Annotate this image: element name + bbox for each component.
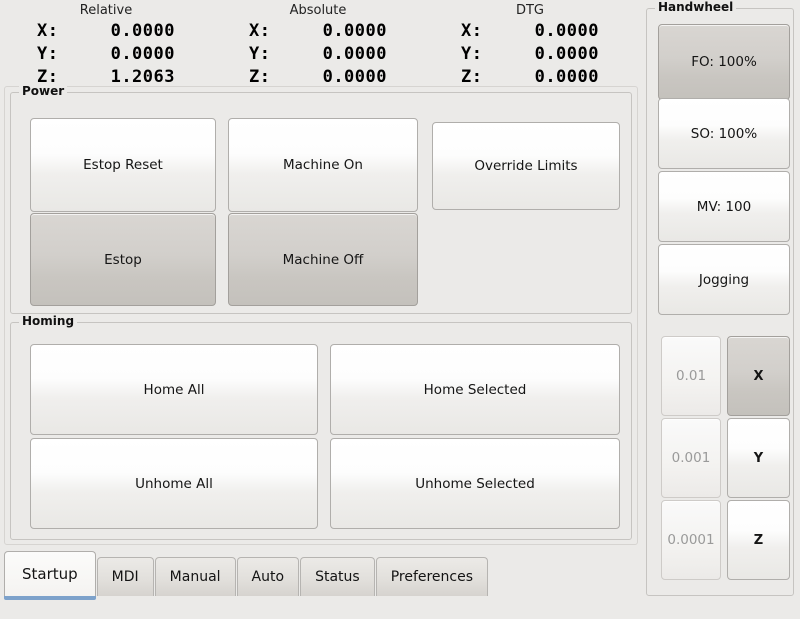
machine-on-label: Machine On [283,157,363,173]
override-limits-button[interactable]: Override Limits [432,122,620,210]
handwheel-group: Handwheel [646,0,794,596]
axis-select-button-x[interactable]: X [727,336,790,416]
dro-axis-value: 0.0000 [322,44,387,64]
tab-mdi[interactable]: MDI [96,557,154,596]
estop-reset-button[interactable]: Estop Reset [30,118,216,212]
dro-row-y: Y: 0.0000 [37,43,175,66]
dro-column-relative: Relative X: 0.0000 Y: 0.0000 Z: 1.2063 [0,0,212,88]
spindle-override-button[interactable]: SO: 100% [658,98,790,169]
axis-select-button-y[interactable]: Y [727,418,790,498]
dro-axis-label: X: [249,21,271,41]
tab-manual[interactable]: Manual [154,557,236,596]
dro-axis-label: Y: [249,44,271,64]
tab-label: MDI [111,569,139,585]
dro-axis-value: 0.0000 [322,67,387,87]
home-all-label: Home All [143,381,205,398]
dro-column-title: DTG [515,3,545,18]
dro-axis-value: 1.2063 [110,67,175,87]
max-velocity-label: MV: 100 [696,198,752,215]
dro-row-z: Z: 0.0000 [249,66,387,89]
dro-axis-label: Z: [249,67,271,87]
tab-label: Auto [251,569,285,585]
jogging-mode-button[interactable]: Jogging [658,244,790,315]
estop-label: Estop [104,251,142,268]
feed-override-button[interactable]: FO: 100% [658,24,790,100]
machine-off-label: Machine Off [282,251,364,268]
power-group: Power [10,84,632,314]
dro-axis-label: Y: [461,44,483,64]
dro-row-x: X: 0.0000 [37,20,175,43]
axis-select-button-z[interactable]: Z [727,500,790,580]
home-all-button[interactable]: Home All [30,344,318,435]
dro-axis-label: X: [37,21,59,41]
dro-row-x: X: 0.0000 [249,20,387,43]
dro-axis-value: 0.0000 [534,21,599,41]
axis-select-label: Y [753,450,764,466]
machine-on-button[interactable]: Machine On [228,118,418,212]
jog-increment-label: 0.001 [671,450,711,466]
tab-label: Status [315,569,360,585]
jog-increment-label: 0.0001 [667,532,715,548]
spindle-override-label: SO: 100% [690,125,758,142]
tab-status[interactable]: Status [300,557,375,596]
dro-axis-label: Z: [461,67,483,87]
dro-axis-value: 0.0000 [110,44,175,64]
jog-increment-label: 0.01 [675,368,707,384]
power-group-legend: Power [19,84,68,98]
homing-group: Homing [10,314,632,540]
main-tabbar: Startup MDI Manual Auto Status Preferenc… [3,546,489,600]
tab-preferences[interactable]: Preferences [375,557,489,596]
dro-axis-value: 0.0000 [534,67,599,87]
feed-override-label: FO: 100% [691,54,757,70]
dro-axis-label: Z: [37,67,59,87]
handwheel-group-legend: Handwheel [655,0,737,14]
tab-startup[interactable]: Startup [3,551,96,600]
dro-row-y: Y: 0.0000 [249,43,387,66]
tab-label: Startup [22,565,78,583]
dro-readout: Relative X: 0.0000 Y: 0.0000 Z: 1.2063 A… [0,0,636,88]
dro-column-absolute: Absolute X: 0.0000 Y: 0.0000 Z: 0.0000 [212,0,424,88]
dro-axis-label: Y: [37,44,59,64]
home-selected-button[interactable]: Home Selected [330,344,620,435]
jog-increment-button-2[interactable]: 0.0001 [661,500,721,580]
tab-label: Manual [169,569,221,585]
max-velocity-button[interactable]: MV: 100 [658,171,790,242]
dro-axis-value: 0.0000 [322,21,387,41]
override-limits-label: Override Limits [474,158,578,174]
dro-row-x: X: 0.0000 [461,20,599,43]
dro-axis-value: 0.0000 [534,44,599,64]
startup-panel [4,86,638,545]
dro-row-z: Z: 1.2063 [37,66,175,89]
dro-row-z: Z: 0.0000 [461,66,599,89]
axis-select-label: X [753,368,764,384]
tab-auto[interactable]: Auto [236,557,300,596]
axis-select-label: Z [753,532,764,548]
home-selected-label: Home Selected [423,381,527,398]
unhome-all-button[interactable]: Unhome All [30,438,318,529]
jogging-mode-label: Jogging [698,271,750,288]
estop-reset-label: Estop Reset [83,157,163,173]
dro-column-dtg: DTG X: 0.0000 Y: 0.0000 Z: 0.0000 [424,0,636,88]
dro-column-title: Absolute [289,3,347,18]
jog-increment-button-0[interactable]: 0.01 [661,336,721,416]
unhome-selected-button[interactable]: Unhome Selected [330,438,620,529]
tab-label: Preferences [390,569,474,585]
dro-axis-label: X: [461,21,483,41]
jog-increment-button-1[interactable]: 0.001 [661,418,721,498]
machine-off-button[interactable]: Machine Off [228,213,418,306]
unhome-all-label: Unhome All [135,475,213,492]
unhome-selected-label: Unhome Selected [415,475,535,492]
dro-row-y: Y: 0.0000 [461,43,599,66]
homing-group-legend: Homing [19,314,78,328]
dro-axis-value: 0.0000 [110,21,175,41]
estop-button[interactable]: Estop [30,213,216,306]
dro-column-title: Relative [79,3,133,18]
